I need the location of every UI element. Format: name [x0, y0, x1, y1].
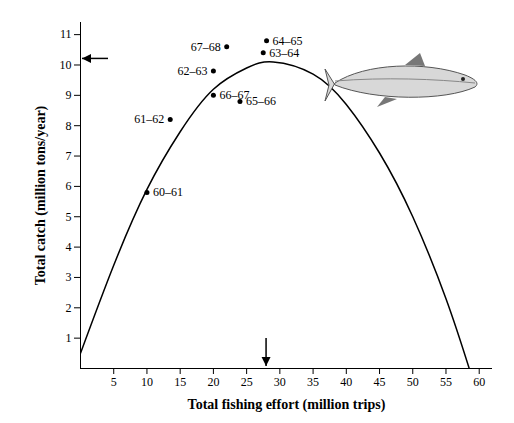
svg-text:15: 15 — [174, 375, 186, 389]
svg-text:3: 3 — [66, 270, 72, 284]
svg-text:10: 10 — [141, 375, 153, 389]
svg-text:11: 11 — [60, 27, 72, 41]
svg-text:61–62: 61–62 — [134, 112, 164, 126]
svg-text:66–67: 66–67 — [219, 88, 249, 102]
svg-text:2: 2 — [66, 301, 72, 315]
svg-text:8: 8 — [66, 119, 72, 133]
svg-text:63–64: 63–64 — [269, 46, 299, 60]
svg-text:6: 6 — [66, 179, 72, 193]
svg-text:1: 1 — [66, 331, 72, 345]
svg-text:25: 25 — [241, 375, 253, 389]
svg-text:4: 4 — [66, 240, 72, 254]
svg-text:60–61: 60–61 — [153, 185, 183, 199]
svg-text:5: 5 — [111, 375, 117, 389]
svg-text:65–66: 65–66 — [246, 94, 276, 108]
svg-text:9: 9 — [66, 88, 72, 102]
svg-text:60: 60 — [473, 375, 485, 389]
svg-text:67–68: 67–68 — [191, 40, 221, 54]
svg-text:40: 40 — [340, 375, 352, 389]
svg-text:Total catch (million tons/year: Total catch (million tons/year) — [33, 105, 49, 285]
svg-text:55: 55 — [440, 375, 452, 389]
svg-text:10: 10 — [60, 58, 72, 72]
svg-text:64–65: 64–65 — [273, 34, 303, 48]
svg-text:20: 20 — [207, 375, 219, 389]
svg-text:50: 50 — [407, 375, 419, 389]
svg-text:Total fishing effort (million: Total fishing effort (million trips) — [188, 397, 386, 413]
svg-text:35: 35 — [307, 375, 319, 389]
svg-text:45: 45 — [374, 375, 386, 389]
svg-text:7: 7 — [66, 149, 72, 163]
svg-text:5: 5 — [66, 210, 72, 224]
svg-text:30: 30 — [274, 375, 286, 389]
svg-text:62–63: 62–63 — [177, 64, 207, 78]
